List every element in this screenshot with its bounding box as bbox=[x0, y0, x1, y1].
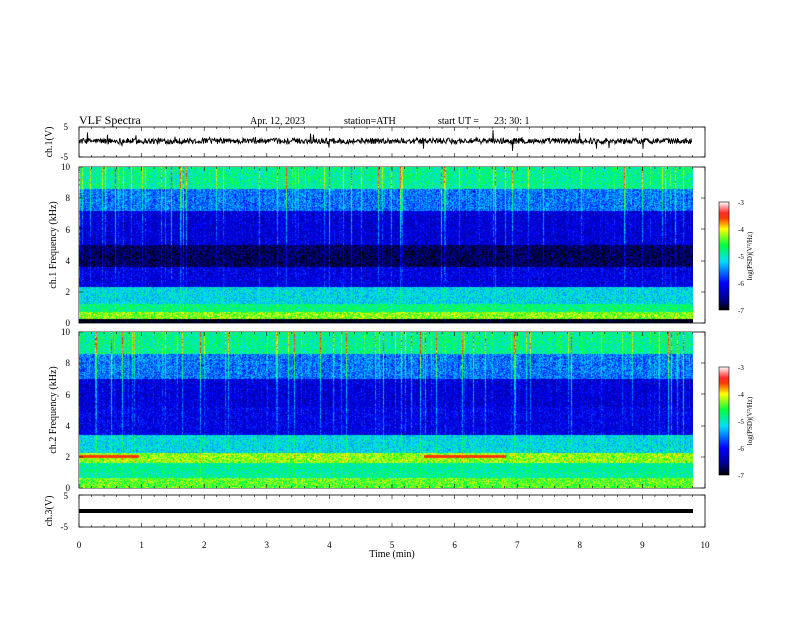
x-tick-label-6: 6 bbox=[452, 540, 457, 550]
ch2-freq-tick-6: 6 bbox=[66, 390, 71, 400]
x-axis-ticks bbox=[78, 126, 706, 528]
ch1-spectrogram-heatmap bbox=[79, 167, 693, 323]
start-ut-label: start UT = bbox=[438, 116, 479, 127]
x-tick-label-8: 8 bbox=[578, 540, 583, 550]
ch2-colorbar bbox=[718, 366, 730, 476]
ch2-freq-tick-2: 2 bbox=[66, 452, 71, 462]
x-axis-label: Time (min) bbox=[369, 549, 414, 560]
ch1-waveform-ylabel: ch.1(V) bbox=[44, 127, 55, 158]
ch2-cb-tick-m4: -4 bbox=[738, 391, 744, 399]
ch1-freq-tick-4: 4 bbox=[66, 256, 71, 266]
x-tick-label-1: 1 bbox=[139, 540, 144, 550]
ch1-waveform-panel: 5 -5 ch.1(V) bbox=[44, 122, 706, 162]
ch3-waveform-panel: 5 -5 ch.3(V) bbox=[44, 491, 706, 532]
x-tick-label-9: 9 bbox=[640, 540, 645, 550]
ch1-freq-tick-6: 6 bbox=[66, 225, 71, 235]
ch1-freq-tick-2: 2 bbox=[66, 287, 71, 297]
ch1-cb-tick-m4: -4 bbox=[738, 226, 744, 234]
ch1-cb-tick-m6: -6 bbox=[738, 280, 744, 288]
ch1-colorbar bbox=[718, 201, 730, 311]
ch1-freq-tick-10: 10 bbox=[61, 162, 71, 172]
date-label: Apr. 12, 2023 bbox=[250, 116, 305, 127]
x-tick-label-2: 2 bbox=[202, 540, 207, 550]
ch1-freq-tick-8: 8 bbox=[66, 193, 71, 203]
ch2-freq-tick-4: 4 bbox=[66, 421, 71, 431]
ch1-waveform-line bbox=[78, 130, 693, 151]
x-tick-label-3: 3 bbox=[265, 540, 270, 550]
ch1-freq-tick-0: 0 bbox=[66, 318, 71, 328]
x-tick-label-0: 0 bbox=[77, 540, 82, 550]
ch2-spectrogram-heatmap bbox=[79, 332, 693, 488]
ch1-cb-tick-m3: -3 bbox=[738, 199, 744, 207]
ch3-ytick-top: 5 bbox=[64, 491, 69, 501]
ch1-cb-tick-m7: -7 bbox=[738, 307, 744, 315]
ch1-ytick-bottom: -5 bbox=[61, 152, 69, 162]
ch1-cb-tick-m5: -5 bbox=[738, 253, 744, 261]
figure-title: VLF Spectra bbox=[79, 113, 141, 127]
ch2-colorbar-label: log(PSD)(V²/Hz) bbox=[746, 396, 754, 445]
x-tick-label-7: 7 bbox=[515, 540, 520, 550]
ch3-waveform-ylabel: ch.3(V) bbox=[44, 496, 55, 527]
ch2-freq-tick-10: 10 bbox=[61, 327, 71, 337]
ch1-colorbar-label: log(PSD)(V²/Hz) bbox=[746, 231, 754, 280]
ch2-spectrogram-ylabel: ch.2 Frequency (kHz) bbox=[48, 366, 59, 453]
ch2-cb-tick-m6: -6 bbox=[738, 445, 744, 453]
x-axis-tick-labels: 0 1 2 3 4 5 6 7 8 9 10 bbox=[77, 540, 710, 550]
ch2-cb-tick-m3: -3 bbox=[738, 364, 744, 372]
ch2-spectrogram-panel: 0 2 4 6 8 10 ch.2 Frequency (kHz) -3 -4 … bbox=[48, 327, 754, 493]
ch3-ytick-bottom: -5 bbox=[61, 522, 69, 532]
ch1-spectrogram-ylabel: ch.1 Frequency (kHz) bbox=[48, 201, 59, 288]
station-label: station=ATH bbox=[344, 116, 396, 127]
ch2-cb-tick-m5: -5 bbox=[738, 418, 744, 426]
ch1-spectrogram-yticks: 0 2 4 6 8 10 bbox=[61, 162, 71, 328]
ch1-spectrogram-panel: 0 2 4 6 8 10 ch.1 Frequency (kHz) -3 -4 … bbox=[48, 162, 754, 328]
ch1-ytick-top: 5 bbox=[64, 122, 69, 132]
x-tick-label-10: 10 bbox=[701, 540, 711, 550]
start-time-label: 23: 30: 1 bbox=[494, 116, 530, 127]
ch2-freq-tick-8: 8 bbox=[66, 358, 71, 368]
x-tick-label-5: 5 bbox=[390, 540, 395, 550]
ch2-freq-tick-0: 0 bbox=[66, 483, 71, 493]
ch2-cb-tick-m7: -7 bbox=[738, 472, 744, 480]
x-tick-label-4: 4 bbox=[327, 540, 332, 550]
